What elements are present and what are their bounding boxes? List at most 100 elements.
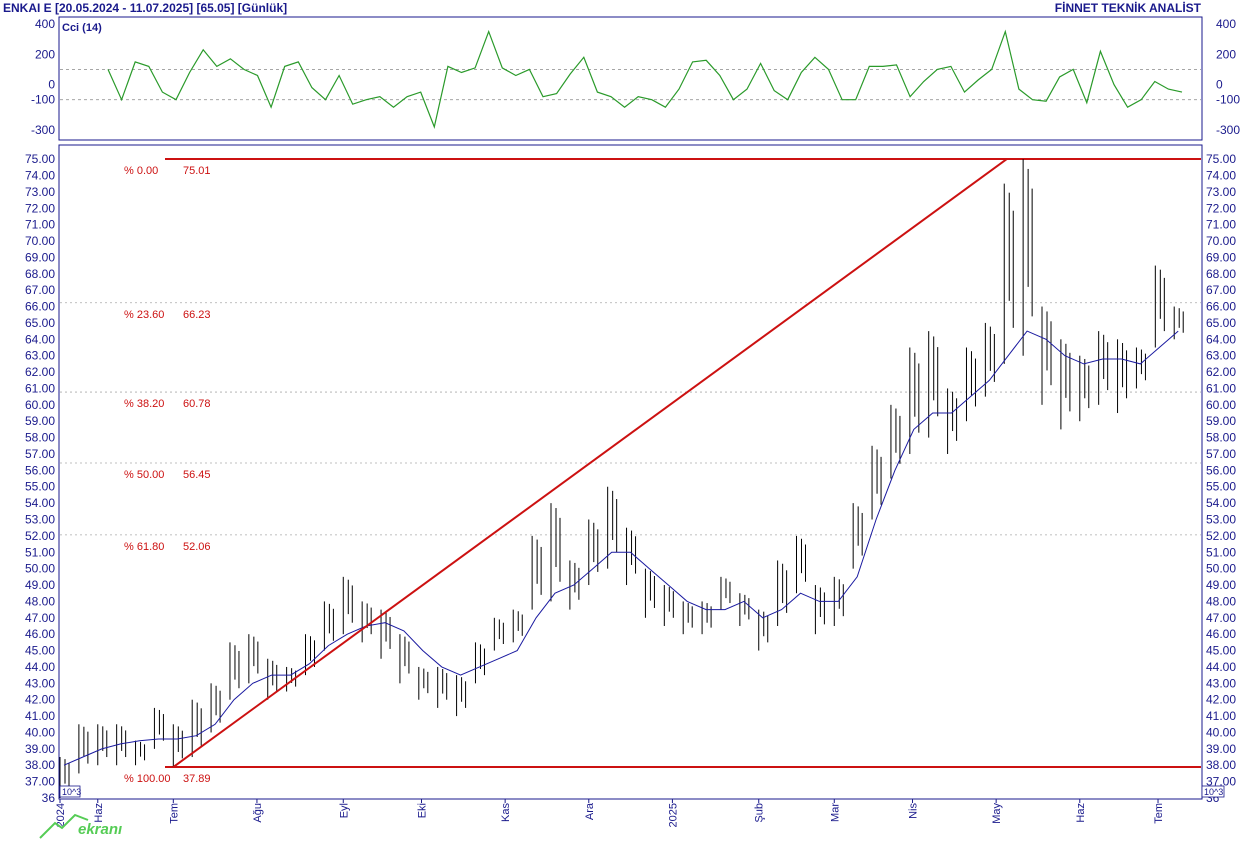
price-tick-right: 37.00: [1206, 775, 1236, 789]
fib-pct-label: % 100.00: [124, 773, 170, 785]
fib-pct-label: % 50.00: [124, 469, 164, 481]
price-tick-right: 47.00: [1206, 611, 1236, 625]
fib-value-label: 56.45: [183, 469, 211, 481]
price-tick-left: 72.00: [25, 201, 55, 215]
price-tick-left: 44.00: [25, 660, 55, 674]
cci-panel-label: Cci (14): [62, 22, 102, 34]
price-tick-right: 60.00: [1206, 398, 1236, 412]
price-tick-right: 59.00: [1206, 414, 1236, 428]
price-tick-left: 53.00: [25, 513, 55, 527]
x-tick-label: Şub: [754, 803, 766, 823]
cci-tick-left: 400: [35, 17, 55, 31]
price-tick-right: 41.00: [1206, 709, 1236, 723]
cci-tick-right: -100: [1216, 93, 1240, 107]
price-tick-left: 65.00: [25, 316, 55, 330]
price-tick-left: 63.00: [25, 349, 55, 363]
chart-title: ENKAI E [20.05.2024 - 11.07.2025] [65.05…: [3, 1, 288, 15]
x-tick-label: Eyl: [338, 803, 350, 818]
x-tick-label: Haz: [1075, 803, 1087, 823]
price-tick-right: 62.00: [1206, 365, 1236, 379]
cci-line: [107, 29, 1183, 129]
price-tick-right: 74.00: [1206, 168, 1236, 182]
price-tick-left: 69.00: [25, 250, 55, 264]
price-tick-right: 52.00: [1206, 529, 1236, 543]
price-tick-right: 65.00: [1206, 316, 1236, 330]
ma-line: [63, 330, 1179, 766]
price-tick-right: 45.00: [1206, 644, 1236, 658]
cci-grid: [60, 69, 1201, 101]
price-tick-right: 38.00: [1206, 758, 1236, 772]
price-tick-left: 68.00: [25, 267, 55, 281]
fib-pct-label: % 0.00: [124, 165, 158, 177]
x-tick-label: Tem: [1153, 803, 1165, 824]
corner-labels: 10^3 10^3: [59, 785, 1225, 798]
price-tick-left: 64.00: [25, 332, 55, 346]
price-tick-left: 56.00: [25, 463, 55, 477]
price-tick-left: 67.00: [25, 283, 55, 297]
fib-value-label: 37.89: [183, 773, 211, 785]
x-tick-label: Ara: [584, 802, 596, 820]
brand-name: FİNNET TEKNİK ANALİST: [1054, 1, 1201, 15]
price-tick-right: 46.00: [1206, 627, 1236, 641]
x-tick-label: May: [991, 803, 1003, 824]
price-tick-left: 41.00: [25, 709, 55, 723]
cci-tick-right: 400: [1216, 17, 1236, 31]
cci-tick-left: 0: [48, 78, 55, 92]
price-tick-left: 45.00: [25, 644, 55, 658]
price-tick-right: 72.00: [1206, 201, 1236, 215]
cci-tick-left: -100: [31, 93, 55, 107]
price-tick-right: 69.00: [1206, 250, 1236, 264]
price-tick-right: 56.00: [1206, 463, 1236, 477]
price-tick-right: 70.00: [1206, 234, 1236, 248]
price-tick-left: 47.00: [25, 611, 55, 625]
price-tick-right: 48.00: [1206, 594, 1236, 608]
price-tick-right: 51.00: [1206, 545, 1236, 559]
price-tick-right: 50.00: [1206, 562, 1236, 576]
price-tick-left: 36: [42, 791, 56, 805]
x-tick-label: Tem: [168, 803, 180, 824]
price-tick-left: 59.00: [25, 414, 55, 428]
fib-value-label: 52.06: [183, 541, 211, 553]
fib-value-label: 66.23: [183, 309, 211, 321]
x-tick-label: 2024: [55, 803, 67, 827]
watermark-text: ekranı: [78, 821, 122, 838]
price-tick-left: 55.00: [25, 480, 55, 494]
x-tick-label: Mar: [829, 803, 841, 822]
price-tick-right: 57.00: [1206, 447, 1236, 461]
price-tick-left: 42.00: [25, 693, 55, 707]
price-tick-right: 73.00: [1206, 185, 1236, 199]
price-tick-right: 54.00: [1206, 496, 1236, 510]
x-tick-label: Nis: [908, 803, 920, 819]
cci-tick-right: 0: [1216, 78, 1223, 92]
price-tick-right: 53.00: [1206, 513, 1236, 527]
price-tick-left: 50.00: [25, 562, 55, 576]
cci-tick-right: 200: [1216, 47, 1236, 61]
x-tick-label: Kas: [500, 803, 512, 822]
price-tick-right: 39.00: [1206, 742, 1236, 756]
fib-pct-label: % 61.80: [124, 541, 164, 553]
price-tick-right: 75.00: [1206, 152, 1236, 166]
price-tick-left: 46.00: [25, 627, 55, 641]
price-tick-right: 66.00: [1206, 300, 1236, 314]
price-tick-left: 74.00: [25, 168, 55, 182]
price-tick-right: 55.00: [1206, 480, 1236, 494]
price-tick-right: 64.00: [1206, 332, 1236, 346]
price-panel-frame: [58, 144, 1203, 800]
price-tick-left: 39.00: [25, 742, 55, 756]
x-tick-label: Eki: [417, 803, 429, 818]
price-tick-right: 61.00: [1206, 381, 1236, 395]
fibonacci-levels: % 0.00 75.01 % 23.60 66.23 % 38.20 60.78 % 50.…: [60, 157, 1201, 785]
fib-value-label: 60.78: [183, 398, 211, 410]
price-tick-left: 52.00: [25, 529, 55, 543]
price-tick-left: 51.00: [25, 545, 55, 559]
price-tick-left: 71.00: [25, 218, 55, 232]
price-tick-left: 61.00: [25, 381, 55, 395]
fib-value-label: 75.01: [183, 165, 211, 177]
price-tick-left: 40.00: [25, 725, 55, 739]
cci-tick-left: -300: [31, 123, 55, 137]
price-tick-right: 44.00: [1206, 660, 1236, 674]
price-tick-left: 66.00: [25, 300, 55, 314]
cci-panel-frame: [58, 16, 1203, 141]
